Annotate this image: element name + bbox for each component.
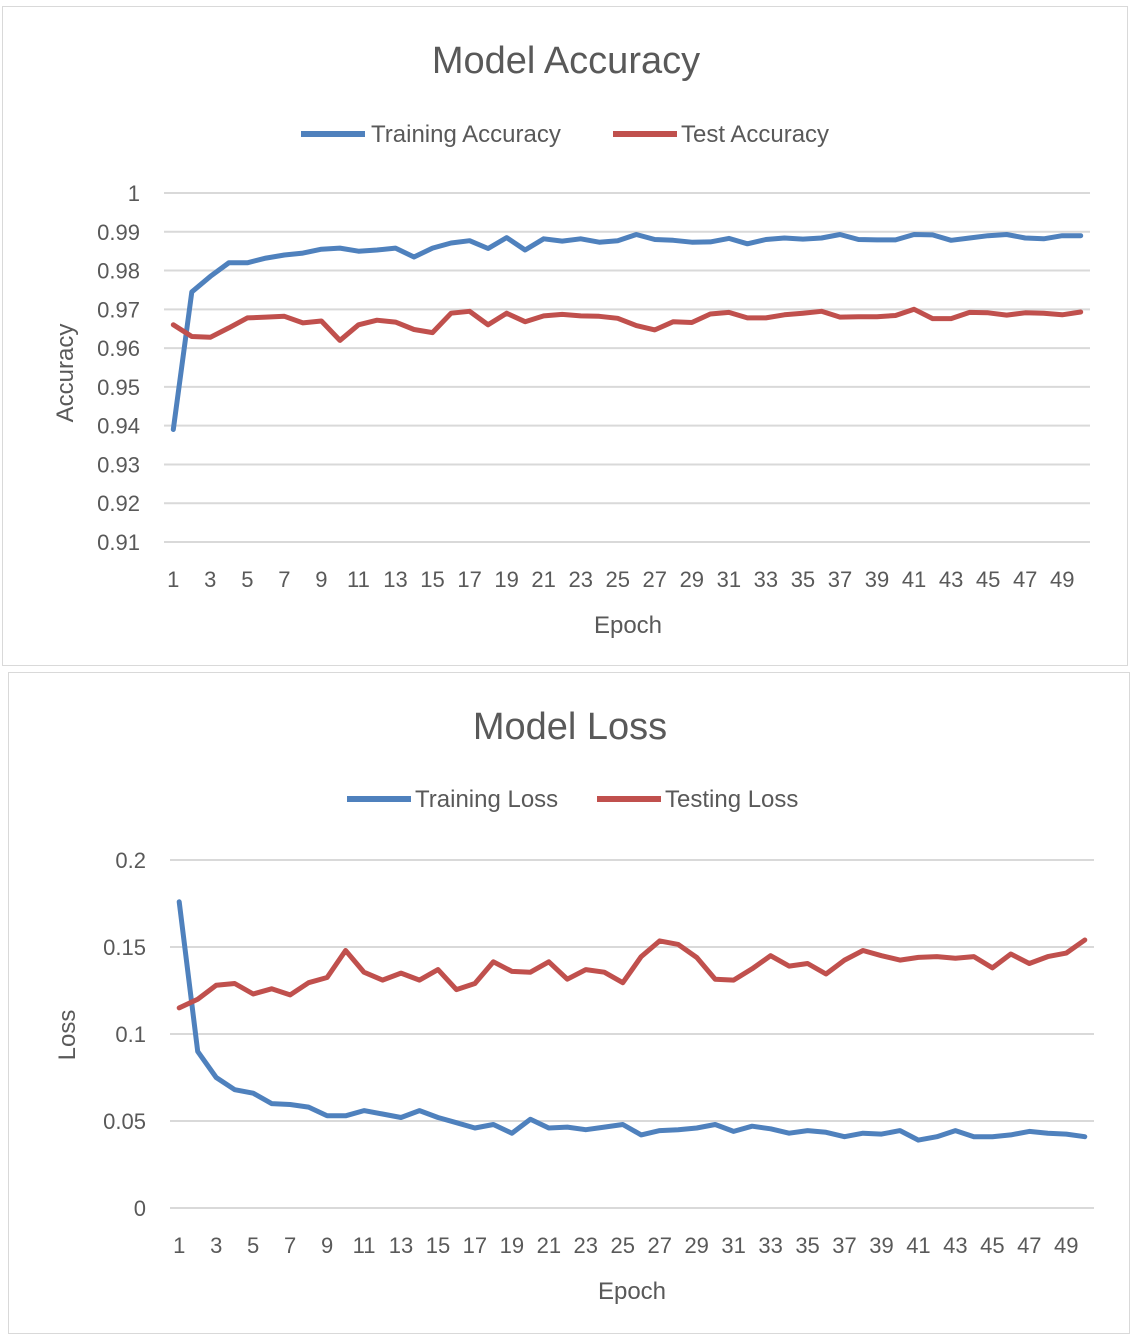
loss-legend: Training Loss Testing Loss bbox=[347, 786, 798, 813]
x-tick-label: 33 bbox=[754, 567, 778, 592]
accuracy-series-lines bbox=[170, 232, 1084, 432]
x-tick-label: 17 bbox=[457, 567, 481, 592]
loss-chart-panel: Model Loss Training Loss Testing Loss 0.… bbox=[8, 672, 1130, 1334]
series-line-training-loss bbox=[176, 899, 1088, 1143]
x-tick-label: 13 bbox=[383, 567, 407, 592]
x-tick-label: 23 bbox=[568, 567, 592, 592]
y-tick-label: 0.99 bbox=[97, 220, 140, 245]
loss-chart: Model Loss Training Loss Testing Loss 0.… bbox=[54, 706, 1094, 1305]
x-tick-label: 15 bbox=[426, 1233, 450, 1258]
y-tick-label: 0.2 bbox=[115, 848, 146, 873]
x-tick-label: 29 bbox=[684, 1233, 708, 1258]
x-tick-label: 33 bbox=[758, 1233, 782, 1258]
accuracy-y-axis-label: Accuracy bbox=[52, 324, 79, 423]
x-tick-label: 3 bbox=[210, 1233, 222, 1258]
y-tick-label: 0.15 bbox=[103, 935, 146, 960]
x-tick-label: 11 bbox=[353, 1233, 376, 1258]
x-tick-label: 1 bbox=[173, 1233, 185, 1258]
x-tick-label: 15 bbox=[420, 567, 444, 592]
x-tick-label: 3 bbox=[204, 567, 216, 592]
series-line-testing-loss bbox=[176, 937, 1088, 1011]
x-tick-label: 43 bbox=[943, 1233, 967, 1258]
x-tick-label: 43 bbox=[939, 567, 963, 592]
accuracy-y-tick-labels: 1 0.99 0.98 0.97 0.96 0.95 0.94 0.93 0.92 0.91 bbox=[97, 181, 140, 555]
x-tick-label: 19 bbox=[494, 567, 518, 592]
loss-y-tick-labels: 0.2 0.15 0.1 0.05 0 bbox=[103, 848, 146, 1221]
x-tick-label: 49 bbox=[1050, 567, 1074, 592]
x-tick-label: 27 bbox=[647, 1233, 671, 1258]
x-tick-label: 5 bbox=[247, 1233, 259, 1258]
x-tick-label: 37 bbox=[832, 1233, 856, 1258]
loss-chart-title: Model Loss bbox=[473, 706, 667, 748]
x-tick-label: 7 bbox=[284, 1233, 296, 1258]
y-tick-label: 0.91 bbox=[97, 530, 140, 555]
loss-x-tick-labels: 1 3 5 7 9 11 13 15 17 19 21 23 25 27 29 31 33 35 37 39 41 43 4… bbox=[173, 1233, 1078, 1258]
y-tick-label: 0.94 bbox=[97, 414, 140, 439]
y-tick-label: 0.95 bbox=[97, 375, 140, 400]
x-tick-label: 17 bbox=[463, 1233, 487, 1258]
x-tick-label: 21 bbox=[531, 567, 555, 592]
x-tick-label: 25 bbox=[611, 1233, 635, 1258]
y-tick-label: 0.92 bbox=[97, 491, 140, 516]
x-tick-label: 29 bbox=[680, 567, 704, 592]
x-tick-label: 7 bbox=[278, 567, 290, 592]
x-tick-label: 27 bbox=[643, 567, 667, 592]
x-tick-label: 39 bbox=[869, 1233, 893, 1258]
y-tick-label: 1 bbox=[128, 181, 140, 206]
x-tick-label: 45 bbox=[976, 567, 1000, 592]
x-tick-label: 1 bbox=[167, 567, 179, 592]
loss-gridlines bbox=[170, 859, 1094, 1209]
x-tick-label: 37 bbox=[828, 567, 852, 592]
legend-label-training-loss: Training Loss bbox=[415, 786, 558, 813]
accuracy-legend: Training Accuracy Test Accuracy bbox=[301, 121, 829, 148]
y-tick-label: 0.93 bbox=[97, 452, 140, 477]
x-tick-label: 13 bbox=[389, 1233, 413, 1258]
x-tick-label: 49 bbox=[1054, 1233, 1078, 1258]
x-tick-label: 31 bbox=[717, 567, 741, 592]
y-tick-label: 0.97 bbox=[97, 297, 140, 322]
y-tick-label: 0.1 bbox=[115, 1022, 146, 1047]
loss-y-axis-label: Loss bbox=[54, 1010, 81, 1061]
y-tick-label: 0.98 bbox=[97, 259, 140, 284]
y-tick-label: 0.96 bbox=[97, 336, 140, 361]
x-tick-label: 9 bbox=[321, 1233, 333, 1258]
accuracy-chart-title: Model Accuracy bbox=[432, 40, 700, 82]
accuracy-gridlines bbox=[164, 192, 1090, 543]
legend-label-testing-loss: Testing Loss bbox=[665, 786, 798, 813]
x-tick-label: 9 bbox=[315, 567, 327, 592]
accuracy-x-tick-labels: 1 3 5 7 9 11 13 15 17 19 21 23 25 27 29 31 33 35 37 39 41 43 4… bbox=[167, 567, 1074, 592]
y-tick-label: 0 bbox=[134, 1196, 146, 1221]
x-tick-label: 21 bbox=[537, 1233, 561, 1258]
x-tick-label: 41 bbox=[906, 1233, 930, 1258]
legend-label-training-accuracy: Training Accuracy bbox=[371, 121, 561, 148]
x-tick-label: 45 bbox=[980, 1233, 1004, 1258]
loss-x-axis-label: Epoch bbox=[598, 1278, 666, 1305]
x-tick-label: 19 bbox=[500, 1233, 524, 1258]
x-tick-label: 35 bbox=[791, 567, 815, 592]
accuracy-chart: Model Accuracy Training Accuracy Test Ac… bbox=[52, 40, 1090, 639]
x-tick-label: 11 bbox=[347, 567, 370, 592]
x-tick-label: 35 bbox=[795, 1233, 819, 1258]
series-line-test-accuracy bbox=[170, 306, 1084, 343]
x-tick-label: 39 bbox=[865, 567, 889, 592]
accuracy-x-axis-label: Epoch bbox=[594, 612, 662, 639]
x-tick-label: 5 bbox=[241, 567, 253, 592]
legend-label-test-accuracy: Test Accuracy bbox=[681, 121, 829, 148]
loss-series-lines bbox=[176, 899, 1088, 1143]
series-line-training-accuracy bbox=[170, 232, 1084, 432]
y-tick-label: 0.05 bbox=[103, 1109, 146, 1134]
x-tick-label: 47 bbox=[1013, 567, 1037, 592]
x-tick-label: 31 bbox=[721, 1233, 745, 1258]
x-tick-label: 25 bbox=[605, 567, 629, 592]
x-tick-label: 47 bbox=[1017, 1233, 1041, 1258]
accuracy-chart-panel: Model Accuracy Training Accuracy Test Ac… bbox=[2, 6, 1128, 666]
x-tick-label: 23 bbox=[574, 1233, 598, 1258]
x-tick-label: 41 bbox=[902, 567, 926, 592]
